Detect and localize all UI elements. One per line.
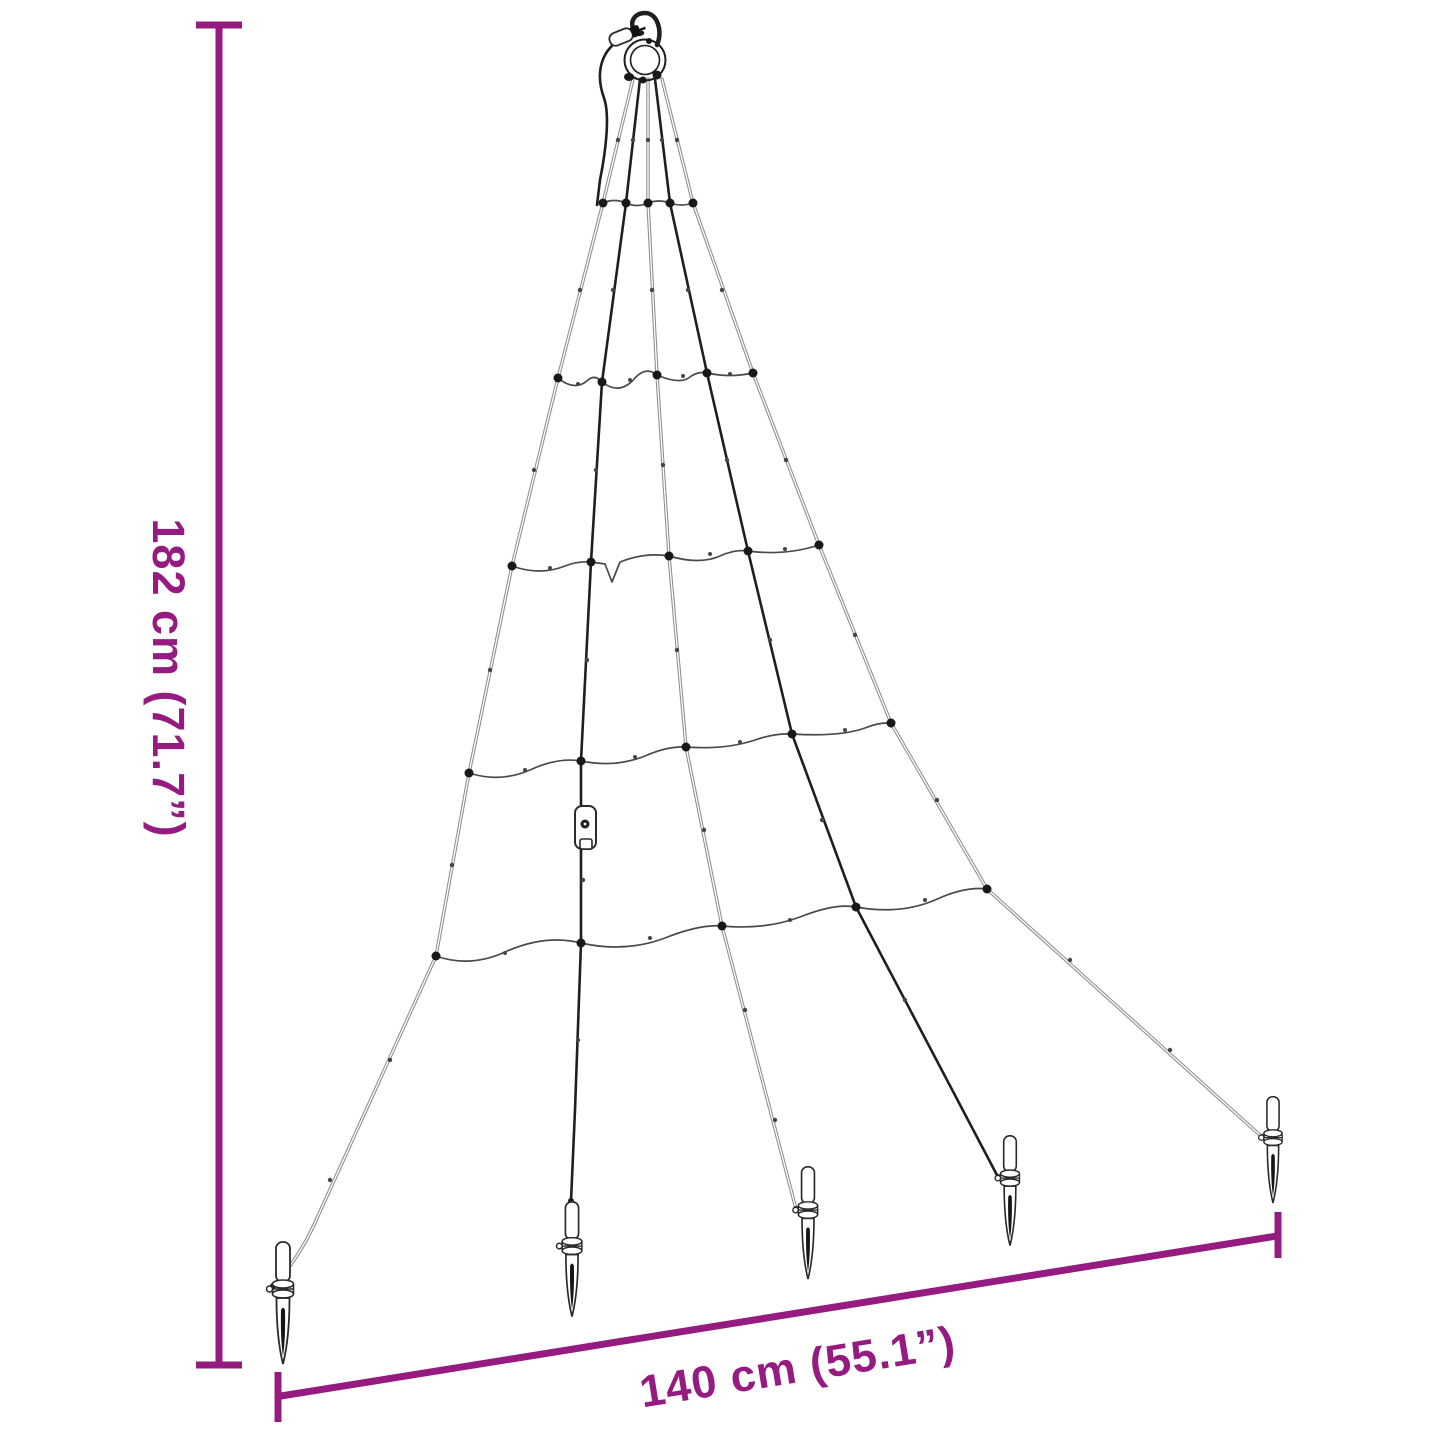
connector-row-4: [468, 722, 892, 779]
light-strand-2: [569, 77, 642, 1203]
stake-ties: [270, 1134, 1265, 1289]
height-dimension-label: 182 cm (71.7”): [143, 518, 194, 837]
ground-stake-3: [791, 1166, 819, 1280]
width-dimension-line: [280, 1232, 1278, 1400]
ground-stake-2: [555, 1201, 583, 1318]
ground-stake-4: [994, 1134, 1021, 1247]
power-cable: [595, 42, 616, 207]
connector-row-3: [511, 544, 820, 583]
ground-stake-1: [265, 1241, 295, 1365]
led-dots: [327, 137, 1173, 1183]
light-strand-5: [660, 77, 1264, 1139]
ground-stake-5: [1257, 1095, 1283, 1204]
net-knots: [431, 198, 992, 961]
top-ring-assembly: [608, 10, 667, 84]
light-strand-3: [646, 77, 798, 1211]
controller-port: [579, 838, 593, 850]
net-connector-rows: [435, 199, 988, 962]
width-dimension: 140 cm (55.1”): [274, 1212, 1282, 1422]
connector-row-5: [435, 887, 988, 962]
top-ring-inner: [629, 44, 661, 76]
power-plug: [608, 25, 646, 47]
light-strand-1: [271, 77, 635, 1288]
light-string-net: [265, 10, 1283, 1365]
light-controller: [574, 805, 597, 850]
height-dimension: 182 cm (71.7”): [143, 21, 242, 1369]
